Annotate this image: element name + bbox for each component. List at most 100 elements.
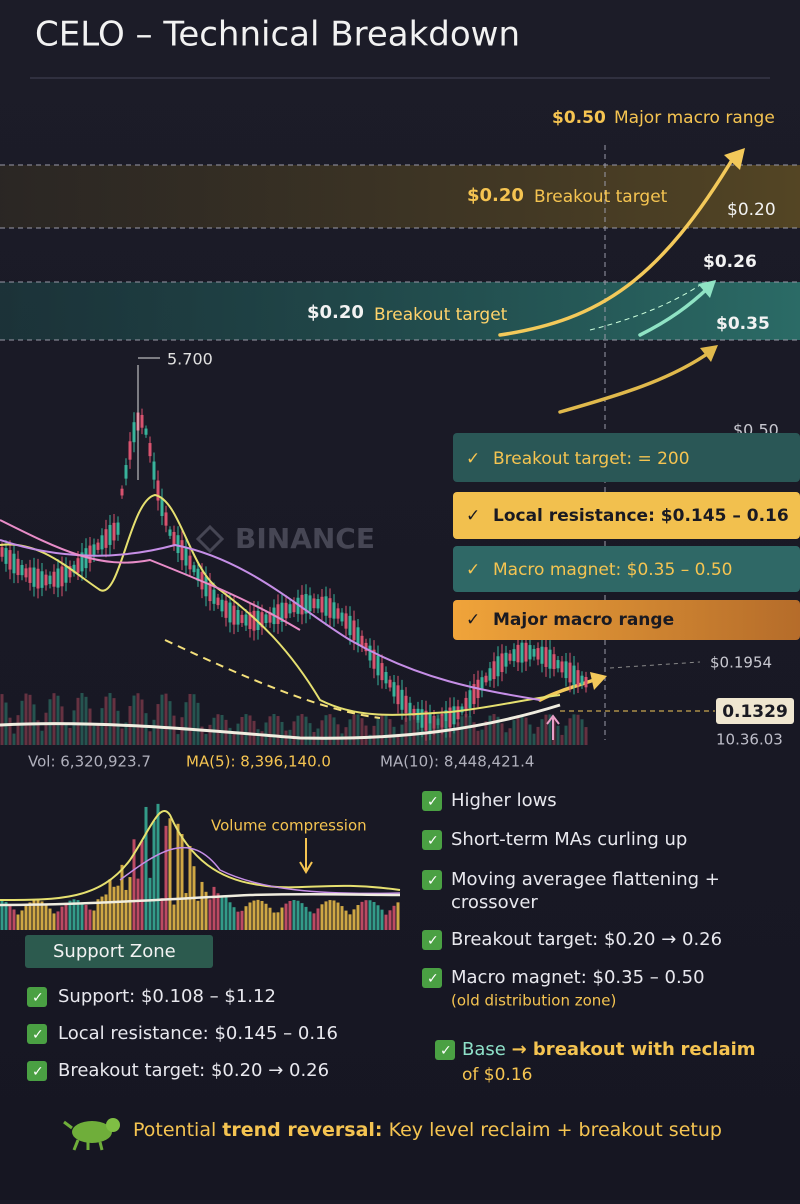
volume-bar <box>252 900 256 930</box>
candle-body <box>80 552 84 572</box>
volume-bar <box>176 734 180 745</box>
candle-body <box>464 697 468 711</box>
candle-body <box>48 575 52 585</box>
check: ✓ <box>466 610 480 630</box>
volume-bar <box>316 908 320 930</box>
candle-body <box>544 647 548 667</box>
candle-body <box>512 649 516 662</box>
candle-body <box>108 524 112 545</box>
candle-body <box>12 553 16 574</box>
volume-bar <box>460 716 464 745</box>
volume-bar <box>248 902 252 930</box>
volume-bar <box>388 910 392 930</box>
candle-body <box>332 602 336 619</box>
candle-body <box>452 706 456 725</box>
candle-body <box>284 602 288 619</box>
candle-body <box>128 441 132 460</box>
volume-bar <box>516 715 520 745</box>
volume-bar <box>320 904 324 930</box>
volume-bar <box>372 725 376 745</box>
volume-bar <box>132 695 136 745</box>
candle-body <box>308 595 312 612</box>
volume-bar <box>332 717 336 745</box>
volume-bar <box>396 733 400 745</box>
candle-body <box>500 653 504 673</box>
candle-body <box>100 535 104 550</box>
volume-bar <box>28 902 32 930</box>
volume-bar <box>380 909 384 930</box>
volume-bar <box>504 732 508 745</box>
badge <box>453 492 800 539</box>
volume-bar <box>408 714 412 745</box>
candle-body <box>416 708 420 723</box>
level-price: $0.50 <box>552 108 606 128</box>
level-price: $0.20 <box>467 185 524 206</box>
volume-bar <box>8 717 12 745</box>
candle-body <box>88 545 92 563</box>
candle-body <box>292 602 296 613</box>
candle-body <box>64 565 68 583</box>
candle-body <box>220 599 224 612</box>
checkbox <box>422 830 442 850</box>
volume-bar <box>348 719 352 745</box>
volume-bar <box>216 714 220 745</box>
candle-body <box>484 675 488 683</box>
volume-bar <box>456 722 460 745</box>
check: ✓ <box>440 1043 452 1059</box>
volume-bar <box>348 914 352 930</box>
volume-bar <box>208 724 212 745</box>
candle-body <box>532 648 536 657</box>
volume-bar <box>148 731 152 745</box>
volume-bar <box>48 699 52 745</box>
candle-body <box>388 679 392 688</box>
checklist-item: Moving averagee flattening + <box>451 869 720 890</box>
watermark: BINANCE <box>235 522 375 555</box>
candle-body <box>120 488 124 496</box>
check: ✓ <box>32 990 44 1006</box>
candle-body <box>112 522 116 541</box>
volume-bar <box>532 733 536 745</box>
level-label: Breakout target <box>534 187 668 207</box>
candle-body <box>72 564 76 573</box>
volume-bar <box>300 903 304 930</box>
check: ✓ <box>32 1064 44 1080</box>
candle-body <box>336 608 340 619</box>
volume-bar <box>244 906 248 930</box>
badge-text: Local resistance: $0.145 – 0.16 <box>493 506 789 526</box>
volume-bar <box>16 914 20 930</box>
support-zone: Support Zone <box>53 941 176 962</box>
volume-bar <box>524 717 528 745</box>
volume-bar <box>172 904 176 930</box>
volume-bar <box>96 725 100 745</box>
volume-bar <box>44 712 48 745</box>
volume-bar <box>216 893 220 930</box>
volume-bar <box>212 886 216 930</box>
volume-bar <box>116 710 120 745</box>
candle-body <box>264 614 268 624</box>
candle-body <box>488 668 492 681</box>
volume-bar <box>324 901 328 930</box>
volume-bar <box>288 901 292 930</box>
volume-stat: MA(10): 8,448,421.4 <box>380 753 534 771</box>
volume-bar <box>160 898 164 930</box>
level-price: $0.20 <box>307 302 364 323</box>
volume-bar <box>236 911 240 930</box>
volume-bar <box>368 734 372 745</box>
volume-bar <box>280 721 284 745</box>
volume-bar <box>384 714 388 745</box>
volume-bar <box>328 900 332 930</box>
volume-bar <box>60 906 64 930</box>
volume-bar <box>88 708 92 745</box>
checklist-sub: crossover <box>451 892 538 913</box>
volume-bar <box>16 715 20 745</box>
volume-bar <box>0 694 4 745</box>
volume-bar <box>64 722 68 745</box>
checklist-item: Local resistance: $0.145 – 0.16 <box>58 1023 338 1044</box>
check: ✓ <box>466 449 480 469</box>
checklist-item: Higher lows <box>451 790 557 811</box>
volume-bar <box>132 839 136 930</box>
checklist-item: Support: $0.108 – $1.12 <box>58 986 276 1007</box>
axis-label: $0.35 <box>716 314 770 334</box>
volume-bar <box>284 903 288 930</box>
volume-bar <box>332 900 336 930</box>
